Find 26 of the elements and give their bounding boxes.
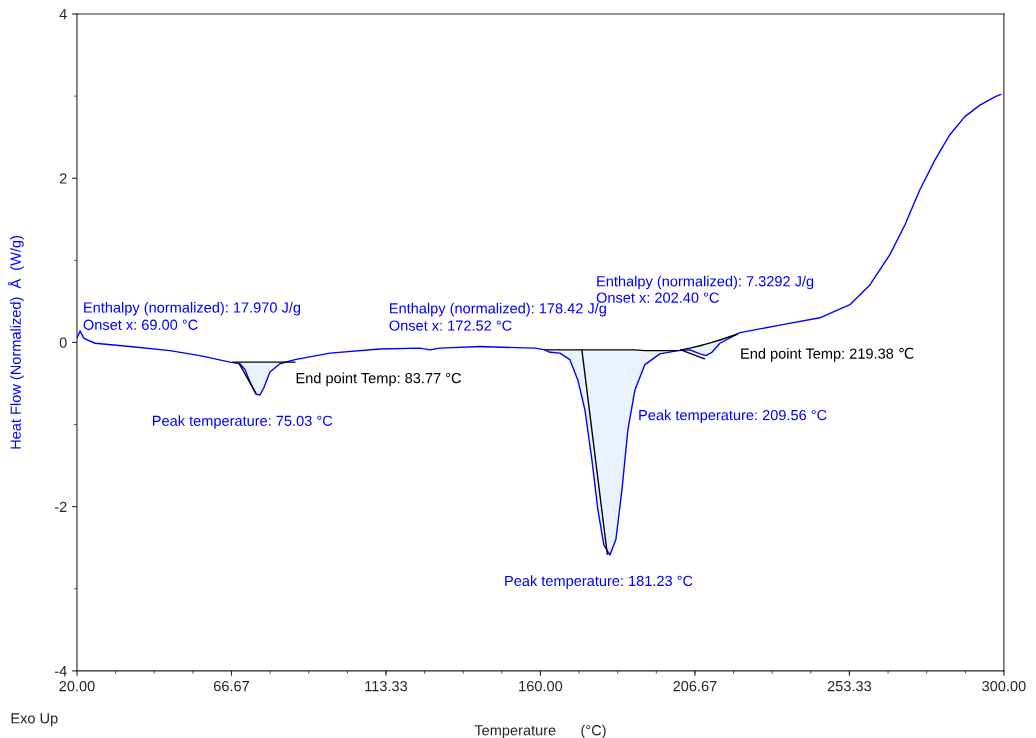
annotation: Enthalpy (normalized): 178.42 J/g xyxy=(390,302,606,317)
x-tick-label: 160.00 xyxy=(519,680,563,692)
annotation: Peak temperature: 209.56 °C xyxy=(639,409,827,424)
y-tick-label: 2 xyxy=(59,173,67,184)
x-tick-label: 300.00 xyxy=(982,680,1026,692)
x-tick-label: 253.33 xyxy=(827,680,872,692)
x-tick-label: 20.00 xyxy=(59,680,95,692)
annotation: End point Temp: 219.38 ℃ xyxy=(741,347,914,362)
y-tick-label: -2 xyxy=(54,501,67,512)
x-tick-label: 113.33 xyxy=(365,680,408,692)
annotation: End point Temp: 83.77 °C xyxy=(296,372,461,387)
y-axis-title: Heat Flow (Normalized) Å (W/g) xyxy=(7,235,24,449)
text: Exo Up xyxy=(11,713,58,727)
y-tick-label: 4 xyxy=(59,9,67,20)
annotation: Onset x: 172.52 °C xyxy=(389,320,512,331)
annotation: Onset x: 202.40 °C xyxy=(596,292,719,303)
x-tick-label: 206.67 xyxy=(673,680,717,692)
annotation: Peak temperature: 181.23 °C xyxy=(505,575,693,589)
annotation: Onset x: 69.00 °C xyxy=(83,319,198,330)
annotation: Peak temperature: 75.03 °C xyxy=(152,415,333,429)
y-tick-label: 0 xyxy=(59,337,67,348)
annotation: Enthalpy (normalized): 17.970 J/g xyxy=(84,301,301,316)
x-tick-label: 66.67 xyxy=(213,680,249,692)
annotation: Enthalpy (normalized): 7.3292 J/g xyxy=(597,275,814,290)
x-axis-title: Temperature (°C) xyxy=(474,724,606,738)
y-tick-label: -4 xyxy=(54,666,67,677)
